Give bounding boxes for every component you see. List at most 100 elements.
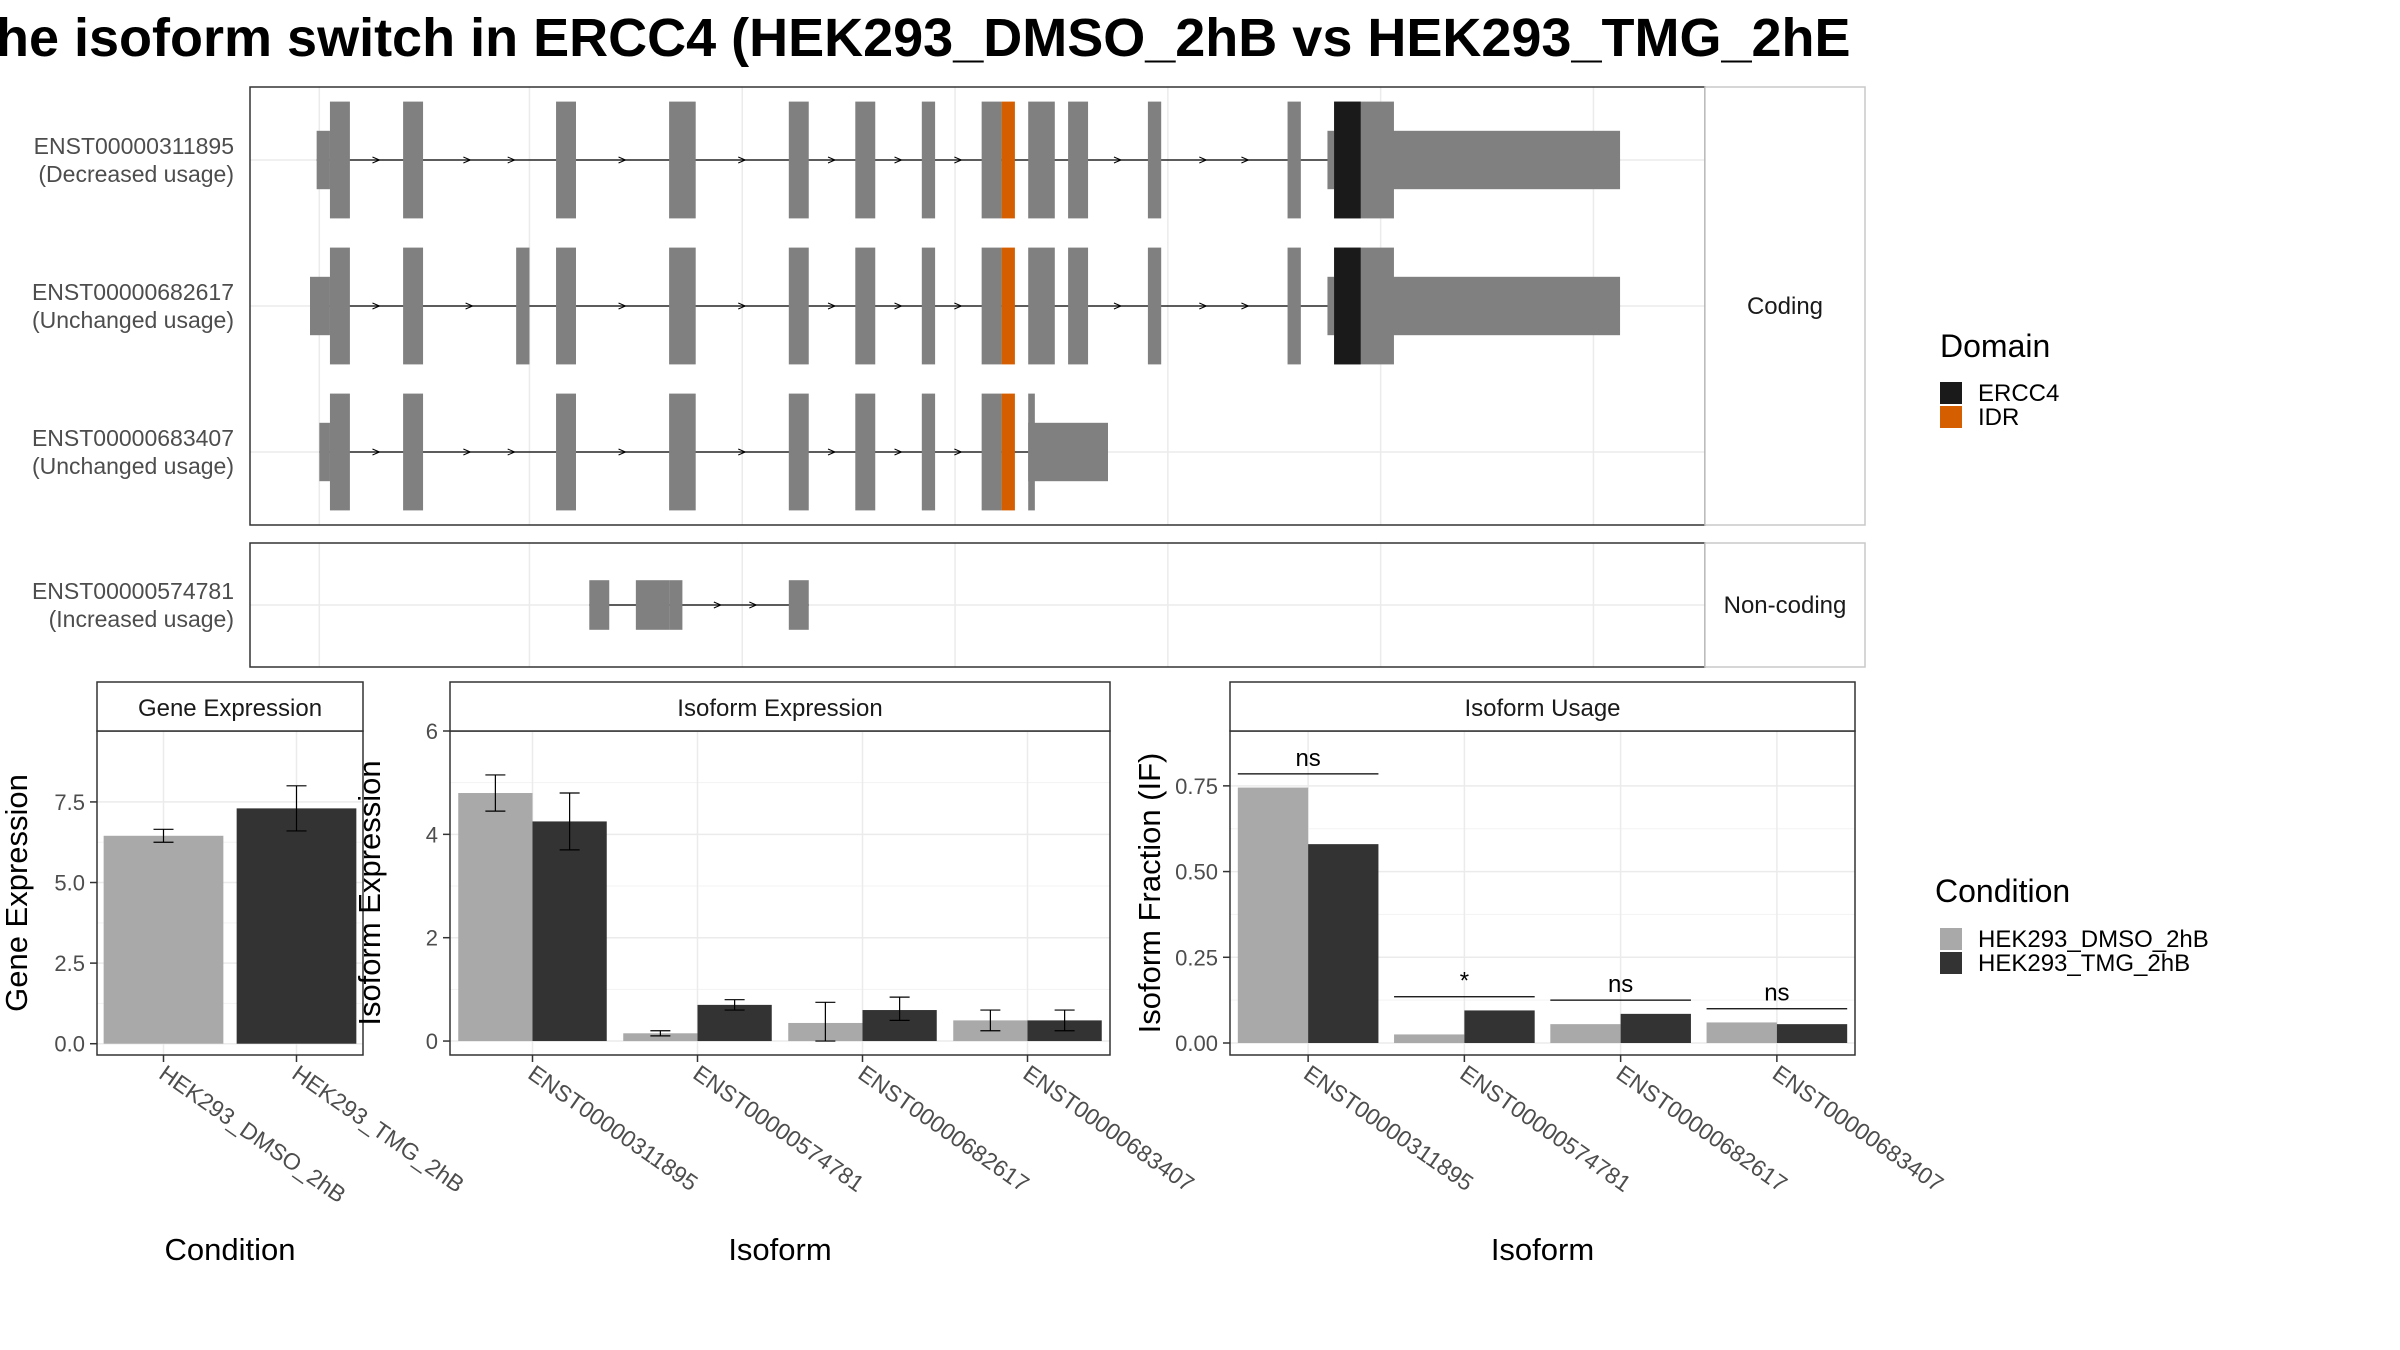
isoform-usage-label: (Unchanged usage) — [32, 307, 234, 333]
x-tick-label: ENST00000311895 — [524, 1060, 703, 1196]
intron-arrow — [372, 156, 381, 164]
cds-exon — [921, 393, 936, 511]
domain-legend-key-idr — [1940, 406, 1962, 428]
cds-exon — [669, 101, 696, 219]
cds-exon — [921, 247, 936, 365]
x-axis-title: Condition — [165, 1232, 296, 1267]
intron-arrow — [738, 156, 747, 164]
cds-exon — [403, 247, 424, 365]
domain-legend-key-ercc4 — [1940, 382, 1962, 404]
y-tick-label: 4 — [426, 822, 438, 847]
y-axis-title: Gene Expression — [0, 774, 34, 1012]
y-tick-label: 0.25 — [1175, 945, 1218, 970]
cds-exon — [329, 247, 350, 365]
panel-strip — [96, 681, 364, 732]
intron-arrow — [827, 156, 837, 164]
intron-arrow — [372, 448, 381, 456]
intron-arrow — [827, 302, 837, 310]
significance-label: * — [1460, 968, 1469, 995]
intron-arrow — [954, 156, 963, 164]
panel-title: Isoform Expression — [677, 695, 882, 722]
domain-ercc4-block — [1334, 101, 1361, 219]
intron-arrow — [738, 448, 747, 456]
cds-exon — [1374, 247, 1394, 365]
x-axis-title: Isoform — [1491, 1232, 1594, 1267]
intron-arrow — [1199, 302, 1208, 310]
utr-exon — [788, 580, 809, 630]
panel-strip — [1229, 681, 1856, 732]
x-axis-title: Isoform — [728, 1232, 831, 1267]
gene-expression-panel: Gene Expression0.02.55.07.5HEK293_DMSO_2… — [0, 681, 469, 1267]
bar — [623, 1033, 698, 1042]
bar — [236, 808, 357, 1044]
isoform-usage-label: (Unchanged usage) — [32, 453, 234, 479]
bar — [103, 835, 224, 1044]
utr-exon — [319, 422, 330, 482]
cds-exon — [1028, 247, 1055, 365]
intron-arrow — [1199, 156, 1208, 164]
condition-legend: Condition HEK293_DMSO_2hB HEK293_TMG_2hB — [1935, 873, 2209, 977]
y-tick-label: 0.0 — [54, 1032, 85, 1057]
bar — [1706, 1022, 1777, 1043]
isoform-id-label: ENST00000683407 — [32, 425, 234, 451]
domain-legend-label-idr: IDR — [1978, 404, 2019, 431]
x-tick-label: ENST00000682617 — [854, 1060, 1034, 1197]
cds-exon — [556, 101, 576, 219]
cds-exon — [788, 247, 809, 365]
domain-ercc4-block — [1334, 247, 1361, 365]
cds-exon — [556, 247, 576, 365]
cds-exon — [1374, 101, 1394, 219]
intron-arrow — [1113, 156, 1123, 164]
cds-exon — [788, 393, 809, 511]
utr-exon — [310, 276, 330, 336]
y-tick-label: 0 — [426, 1029, 438, 1054]
facet-strip-label: Non-coding — [1724, 592, 1847, 619]
utr-exon — [669, 580, 683, 630]
y-tick-label: 7.5 — [54, 790, 85, 815]
figure-title: he isoform switch in ERCC4 (HEK293_DMSO_… — [0, 8, 1851, 68]
intron-arrow — [713, 601, 723, 609]
y-axis-title: Isoform Fraction (IF) — [1132, 753, 1167, 1034]
intron-arrow — [465, 302, 474, 310]
panel-strip — [449, 681, 1111, 732]
y-tick-label: 2.5 — [54, 951, 85, 976]
bar — [697, 1004, 772, 1042]
cds-exon — [1287, 247, 1301, 365]
cds-exon — [1028, 101, 1055, 219]
y-tick-label: 2 — [426, 926, 438, 951]
intron-arrow — [1241, 156, 1250, 164]
y-tick-label: 6 — [426, 719, 438, 744]
intron-arrow — [954, 302, 963, 310]
domain-idr-block — [1001, 247, 1015, 365]
isoform-usage-label: (Increased usage) — [49, 606, 234, 632]
domain-legend-title: Domain — [1940, 328, 2050, 364]
x-tick-label: ENST00000311895 — [1299, 1060, 1478, 1196]
intron-arrow — [507, 156, 516, 164]
domain-legend-label-ercc4: ERCC4 — [1978, 380, 2059, 407]
x-tick-label: ENST00000574781 — [1456, 1060, 1636, 1197]
intron-arrow — [507, 448, 516, 456]
facet-strip — [1704, 542, 1866, 668]
intron-arrow — [738, 302, 747, 310]
isoform-usage-panel: ns * ns ns Isoform Usage 0.00 0.25 0.50 0.75 ENST… — [1132, 681, 1948, 1267]
cds-exon — [788, 101, 809, 219]
bar — [1776, 1024, 1848, 1043]
intron-arrow — [954, 448, 963, 456]
significance-label: ns — [1608, 971, 1633, 998]
cds-exon — [1147, 101, 1162, 219]
cds-exon — [329, 393, 350, 511]
isoform-usage-label: (Decreased usage) — [38, 161, 234, 187]
utr-exon — [316, 130, 330, 190]
bar — [1237, 787, 1309, 1043]
x-tick-label: ENST00000683407 — [1019, 1060, 1199, 1197]
intron-arrow — [463, 448, 472, 456]
bar — [1464, 1010, 1535, 1043]
cds-exon — [669, 393, 696, 511]
isoform-id-label: ENST00000682617 — [32, 279, 234, 305]
cds-exon — [981, 393, 1002, 511]
cds-exon — [329, 101, 350, 219]
intron-arrow — [894, 448, 903, 456]
condition-legend-title: Condition — [1935, 873, 2070, 909]
intron-arrow — [894, 156, 903, 164]
